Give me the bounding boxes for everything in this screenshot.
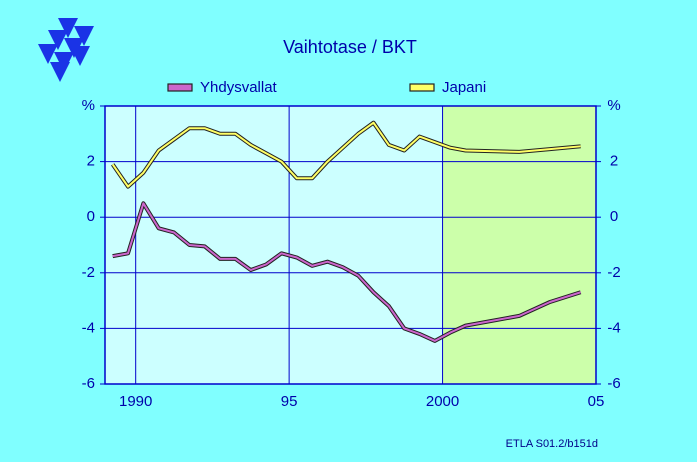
legend-label: Japani <box>442 79 486 96</box>
legend-swatch <box>409 83 435 92</box>
legend-swatch <box>167 83 193 92</box>
source-note: ETLA S01.2/b151d <box>506 438 598 450</box>
y-tick-label: -2 <box>82 264 95 281</box>
legend-label: Yhdysvallat <box>200 79 278 96</box>
y-tick-label: 2 <box>87 153 95 170</box>
y-tick-label: -4 <box>82 319 95 336</box>
logo <box>38 18 94 82</box>
y2-tick-label: 2 <box>610 153 618 170</box>
y-tick-label: 0 <box>87 208 95 225</box>
y2-tick-label: -6 <box>607 375 620 392</box>
x-tick-label: 95 <box>281 393 298 410</box>
series-line <box>112 202 581 342</box>
series-line <box>111 121 581 188</box>
x-tick-label: 2000 <box>426 393 459 410</box>
x-tick-label: 1990 <box>119 393 152 410</box>
chart-title: Vaihtotase / BKT <box>283 37 417 57</box>
y2-tick-label: -2 <box>607 264 620 281</box>
y-tick-label: -6 <box>82 375 95 392</box>
y2-tick-label: -4 <box>607 319 620 336</box>
x-tick-label: 05 <box>588 393 605 410</box>
plot-border <box>104 105 597 385</box>
y2-tick-label: 0 <box>610 208 618 225</box>
y2-tick-label: % <box>607 97 620 114</box>
y-tick-label: % <box>82 97 95 114</box>
